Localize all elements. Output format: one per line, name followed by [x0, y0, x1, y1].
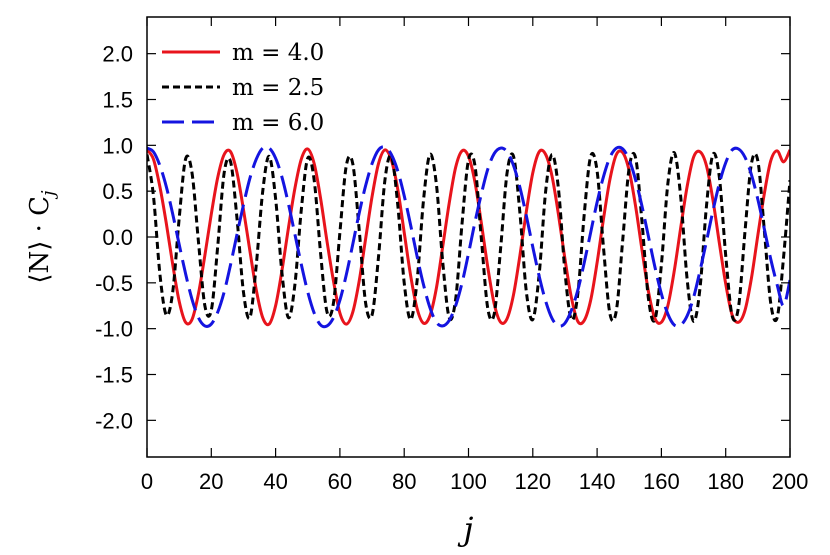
series-line-1 — [147, 151, 790, 323]
series-line-2 — [147, 145, 790, 329]
y-tick-label: -0.5 — [95, 271, 133, 296]
y-tick-label: -1.5 — [95, 363, 133, 388]
y-axis-label-subscript: j — [38, 190, 59, 200]
y-tick-label: 1.5 — [102, 88, 133, 113]
x-tick-label: 40 — [263, 469, 287, 494]
series-line-0 — [147, 147, 790, 327]
x-tick-label: 60 — [328, 469, 352, 494]
y-tick-label: 0.0 — [102, 225, 133, 250]
x-tick-label: 120 — [514, 469, 551, 494]
y-tick-label: 0.5 — [102, 179, 133, 204]
x-tick-label: 20 — [199, 469, 223, 494]
x-tick-label: 180 — [707, 469, 744, 494]
legend: m = 4.0 m = 2.5 m = 6.0 — [162, 40, 324, 136]
x-tick-label: 100 — [450, 469, 487, 494]
y-tick-label: -1.0 — [95, 317, 133, 342]
ticks-layer: 0 20 40 60 80 100 120 140 160 180 200 2.0 1.5 1.0 0.5 0… — [95, 17, 808, 494]
y-axis-label: ⟨N⟩ · Cj — [25, 190, 59, 284]
x-tick-label: 0 — [141, 469, 153, 494]
legend-label-2: m = 6.0 — [232, 110, 324, 136]
y-tick-label: 1.0 — [102, 133, 133, 158]
y-axis-label-main: ⟨N⟩ · C — [25, 196, 55, 284]
x-tick-label: 160 — [643, 469, 680, 494]
y-tick-label: -2.0 — [95, 408, 133, 433]
series-layer — [147, 145, 790, 329]
svg-text:⟨N⟩ · Cj: ⟨N⟩ · Cj — [25, 190, 59, 284]
y-tick-label: 2.0 — [102, 42, 133, 67]
x-tick-label: 80 — [392, 469, 416, 494]
legend-label-0: m = 4.0 — [232, 40, 324, 66]
x-tick-label: 200 — [772, 469, 809, 494]
x-axis-label: j — [458, 510, 474, 548]
x-tick-label: 140 — [579, 469, 616, 494]
legend-label-1: m = 2.5 — [232, 75, 324, 101]
